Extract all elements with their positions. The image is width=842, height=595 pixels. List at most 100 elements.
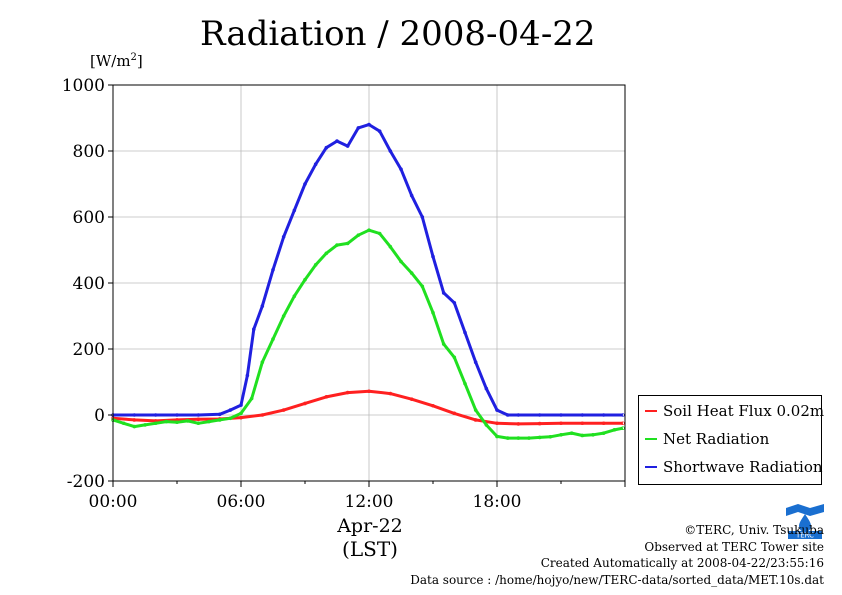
y-tick-label: 800	[73, 142, 105, 162]
data-point-net	[239, 411, 243, 416]
data-point-shortwave	[505, 413, 510, 417]
data-point-net	[292, 294, 297, 299]
data-point-shortwave	[377, 129, 382, 133]
data-point-net	[228, 416, 233, 421]
legend-swatch-net	[645, 438, 657, 440]
data-point-shortwave	[153, 413, 158, 417]
data-point-net	[420, 284, 425, 289]
data-point-shortwave	[388, 149, 393, 153]
data-point-shortwave	[559, 413, 563, 417]
credit-line-source: Data source : /home/hojyo/new/TERC-data/…	[410, 572, 824, 587]
data-point-net	[505, 436, 510, 440]
data-point-shortwave	[335, 139, 339, 143]
data-point-soil	[580, 421, 585, 426]
data-point-shortwave	[324, 145, 329, 150]
x-tick-label: 06:00	[217, 492, 266, 512]
data-point-net	[516, 436, 521, 440]
credit-line-site: Observed at TERC Tower site	[644, 539, 824, 554]
y-tick-label: 400	[73, 274, 105, 294]
data-point-net	[399, 259, 403, 264]
data-point-net	[281, 314, 286, 318]
data-point-soil	[239, 415, 243, 420]
y-tick-label: 1000	[62, 76, 105, 96]
data-point-net	[527, 436, 531, 440]
data-point-net	[196, 421, 201, 426]
series-line-net	[112, 228, 624, 440]
y-tick-label: 200	[73, 340, 105, 360]
chart-title: Radiation / 2008-04-22	[200, 14, 596, 54]
data-point-net	[601, 431, 606, 435]
data-point-net	[345, 241, 350, 246]
data-point-shortwave	[420, 215, 425, 219]
data-point-net	[207, 419, 211, 424]
data-point-shortwave	[580, 413, 585, 417]
terc-logo-icon: TERC	[784, 502, 826, 540]
data-point-soil	[367, 389, 371, 394]
data-point-soil	[260, 413, 265, 417]
legend-label-soil: Soil Heat Flux 0.02m	[663, 402, 825, 420]
data-point-shortwave	[252, 327, 256, 332]
data-point-shortwave	[217, 412, 222, 417]
data-point-net	[441, 342, 446, 346]
x-tick-label: 00:00	[89, 492, 138, 512]
data-point-shortwave	[621, 413, 625, 417]
data-point-soil	[388, 391, 393, 396]
data-point-net	[621, 426, 625, 431]
data-point-shortwave	[484, 386, 489, 391]
data-point-net	[249, 396, 254, 401]
data-point-net	[409, 271, 414, 275]
data-point-net	[388, 244, 393, 249]
x-axis-timezone-label: (LST)	[342, 537, 398, 561]
data-point-net	[313, 263, 318, 267]
data-point-shortwave	[409, 193, 414, 198]
data-point-soil	[132, 418, 137, 422]
x-tick-label: 18:00	[473, 492, 522, 512]
data-point-soil	[409, 397, 414, 401]
data-point-net	[569, 431, 574, 435]
data-point-net	[175, 420, 179, 425]
data-point-net	[612, 428, 617, 432]
data-point-net	[185, 419, 190, 423]
data-point-soil	[495, 421, 499, 426]
data-point-shortwave	[281, 235, 286, 239]
data-point-soil	[345, 390, 350, 395]
data-point-net	[495, 434, 499, 439]
x-tick-label: 12:00	[345, 492, 394, 512]
data-point-shortwave	[473, 360, 478, 365]
data-point-shortwave	[601, 413, 606, 417]
data-point-soil	[621, 421, 625, 426]
data-point-shortwave	[313, 162, 318, 166]
y-axis-ticks: -200 0 200 400 600 800 1000	[62, 76, 113, 492]
data-point-net	[580, 433, 585, 438]
data-point-net	[260, 360, 265, 365]
data-point-net	[377, 231, 382, 236]
data-point-net	[559, 432, 563, 437]
legend-swatch-soil	[645, 410, 657, 412]
data-point-net	[132, 424, 137, 429]
data-point-net	[367, 228, 371, 232]
data-point-soil	[281, 408, 286, 412]
series-lines	[111, 122, 625, 440]
data-point-shortwave	[303, 182, 307, 186]
data-point-net	[548, 434, 553, 439]
data-point-soil	[196, 417, 201, 422]
credit-line-created: Created Automatically at 2008-04-22/23:5…	[540, 556, 824, 570]
data-point-net	[431, 310, 435, 315]
data-point-shortwave	[537, 413, 542, 417]
data-point-shortwave	[196, 413, 201, 417]
data-point-net	[217, 418, 222, 422]
data-point-soil	[516, 422, 521, 426]
data-point-shortwave	[495, 408, 499, 412]
y-tick-label: -200	[67, 472, 105, 492]
data-point-shortwave	[399, 167, 403, 171]
data-point-net	[303, 277, 307, 282]
legend-label-shortwave: Shortwave Radiation	[663, 458, 823, 476]
legend-swatch-shortwave	[645, 466, 657, 468]
series-line-shortwave	[113, 123, 623, 417]
data-point-soil	[537, 421, 542, 426]
data-point-net	[473, 408, 478, 412]
data-point-net	[164, 419, 169, 424]
data-point-net	[271, 337, 275, 341]
data-point-soil	[324, 395, 329, 399]
